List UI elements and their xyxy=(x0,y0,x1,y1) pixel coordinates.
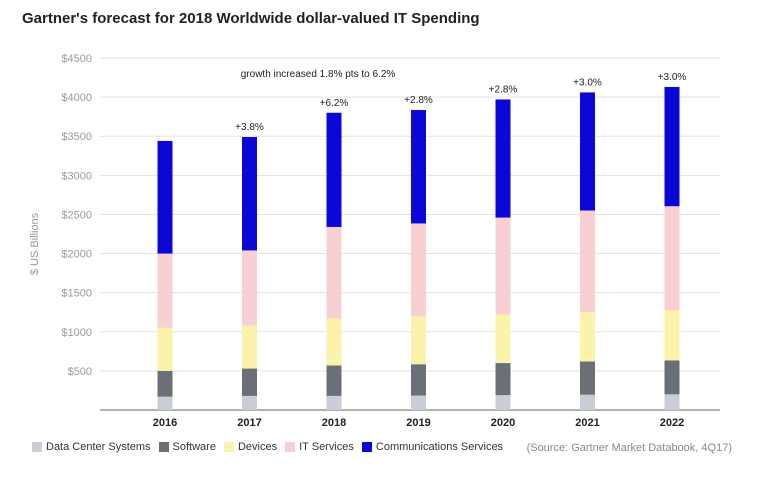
y-tick-label: $1500 xyxy=(61,288,92,300)
bar-segment-data-center-systems xyxy=(664,394,680,410)
bar-segment-devices xyxy=(580,312,595,362)
legend-swatch xyxy=(32,442,42,452)
bar-segment-it-services xyxy=(157,253,173,328)
legend-item: Software xyxy=(158,441,216,453)
bar-segment-it-services xyxy=(411,223,426,317)
bar-segment-communications-services xyxy=(495,99,511,218)
x-tick-label: 2019 xyxy=(406,417,430,429)
y-tick-label: $500 xyxy=(68,366,92,378)
bar-segment-devices xyxy=(411,316,426,365)
legend-swatch xyxy=(361,442,372,452)
bar-segment-software xyxy=(411,364,426,396)
bar-segment-devices xyxy=(157,327,173,371)
bar-segment-it-services xyxy=(495,217,511,315)
bar-segment-data-center-systems xyxy=(411,395,426,410)
legend-label: Software xyxy=(172,441,216,453)
legend-label: Devices xyxy=(237,441,278,453)
legend-label: Data Center Systems xyxy=(46,441,151,453)
growth-note: growth increased 1.8% pts to 6.2% xyxy=(241,69,396,80)
x-tick-label: 2022 xyxy=(660,417,684,429)
y-tick-label: $1000 xyxy=(61,327,92,339)
bar-segment-devices xyxy=(664,310,680,361)
y-tick-label: $3000 xyxy=(61,170,92,182)
bar-segment-it-services xyxy=(664,206,680,311)
y-tick-label: $2500 xyxy=(61,209,92,221)
bar-segment-data-center-systems xyxy=(495,395,511,410)
bar-segment-it-services xyxy=(242,250,257,326)
bar-segment-software xyxy=(242,368,257,396)
legend-swatch xyxy=(285,442,296,452)
bar-segment-communications-services xyxy=(411,110,426,224)
legend-swatch xyxy=(158,442,169,452)
growth-annotation: +6.2% xyxy=(320,98,349,109)
growth-annotation: +3.0% xyxy=(658,72,687,83)
x-tick-label: 2018 xyxy=(322,417,346,429)
bar-segment-devices xyxy=(326,318,342,366)
bar-segment-devices xyxy=(495,314,511,364)
bar-segment-data-center-systems xyxy=(326,395,342,410)
bar-segment-data-center-systems xyxy=(580,394,595,410)
stacked-bar-chart: $500 $1000 $1500 $2000 $2500 $3000 $3500 $4000 $… xyxy=(29,53,720,429)
bar-segment-it-services xyxy=(580,210,595,313)
legend-item: IT Services xyxy=(285,441,354,453)
x-tick-label: 2021 xyxy=(575,417,599,429)
bar-segment-it-services xyxy=(326,226,342,319)
y-tick-label: $4000 xyxy=(61,92,92,104)
legend-swatch xyxy=(223,442,234,452)
growth-annotation: +2.8% xyxy=(404,95,433,106)
legend: Data Center Systems Software Devices IT Ser… xyxy=(32,441,511,453)
legend-item: Data Center Systems xyxy=(32,441,151,453)
gridlines xyxy=(100,57,720,372)
bar-segment-software xyxy=(157,370,173,397)
bars xyxy=(157,86,680,410)
y-axis-label: $ US Billions xyxy=(29,212,41,275)
source-note: (Source: Gartner Market Databook, 4Q17) xyxy=(526,442,732,454)
chart-title: Gartner's forecast for 2018 Worldwide do… xyxy=(22,10,480,27)
bar-segment-software xyxy=(326,365,342,396)
x-tick-label: 2017 xyxy=(237,417,261,429)
bar-segment-communications-services xyxy=(664,86,680,207)
axes: $500 $1000 $1500 $2000 $2500 $3000 $3500 $4000 $… xyxy=(29,53,720,411)
growth-annotation: +2.8% xyxy=(489,84,518,95)
y-tick-label: $2000 xyxy=(61,249,92,261)
bar-segment-devices xyxy=(242,325,257,369)
y-tick-label: $4500 xyxy=(61,53,92,65)
legend-item: Devices xyxy=(223,441,278,453)
growth-annotation: +3.0% xyxy=(573,77,602,88)
bar-segment-communications-services xyxy=(580,92,595,211)
growth-annotation: +3.8% xyxy=(235,122,264,133)
bar-segment-software xyxy=(580,361,595,395)
bar-segment-software xyxy=(664,360,680,395)
legend-label: Communications Services xyxy=(375,441,504,453)
bar-segment-communications-services xyxy=(242,137,257,251)
x-tick-label: 2016 xyxy=(153,417,177,429)
legend-label: IT Services xyxy=(299,441,354,453)
y-tick-label: $3500 xyxy=(61,131,92,143)
bar-segment-communications-services xyxy=(157,140,173,254)
bar-segment-data-center-systems xyxy=(157,396,173,410)
bar-segment-software xyxy=(495,363,511,396)
x-tick-label: 2020 xyxy=(491,417,515,429)
bar-segment-communications-services xyxy=(326,112,342,227)
labels: 2016 2017 +3.8% 2018 +6.2% 2019 +2.8% 2020 +2.8%… xyxy=(153,69,687,429)
bar-segment-data-center-systems xyxy=(242,395,257,410)
legend-item: Communications Services xyxy=(361,441,504,453)
